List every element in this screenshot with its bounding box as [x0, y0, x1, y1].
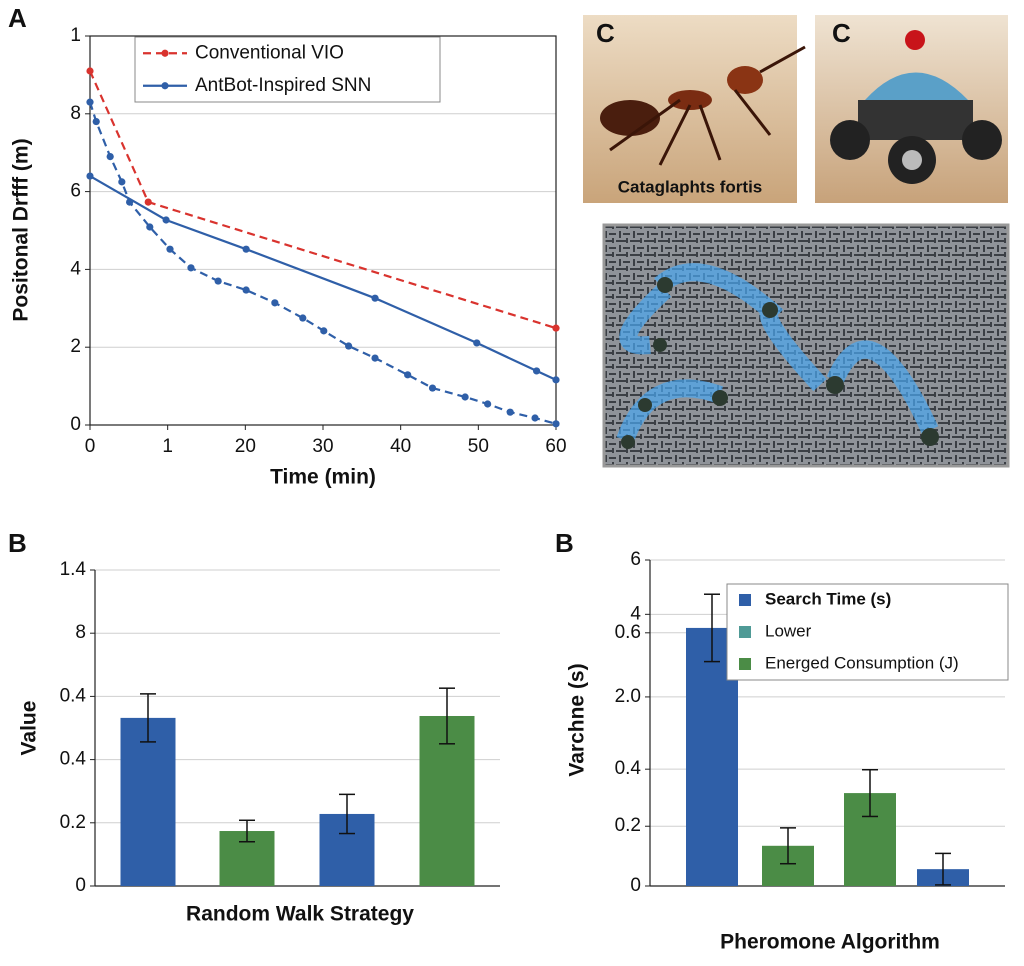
- y-tick-label: 0.2: [615, 815, 641, 836]
- series-line: [88, 101, 557, 425]
- point: [552, 420, 560, 428]
- point: [146, 223, 154, 231]
- legend-label: Lower: [765, 621, 812, 640]
- point: [162, 216, 170, 224]
- legend-marker: [161, 49, 169, 57]
- panel-letter: A: [8, 3, 27, 33]
- y-tick-label: 0.4: [60, 749, 87, 770]
- point: [532, 367, 541, 375]
- y-tick-label: 4: [630, 603, 641, 624]
- y-tick-label: 4: [70, 258, 81, 279]
- series-line: [89, 175, 557, 381]
- legend-marker: [161, 82, 169, 90]
- point: [86, 172, 94, 180]
- point: [86, 67, 94, 75]
- y-tick-label: 6: [630, 549, 641, 570]
- chart-panel: B Pheromone Algorithm Varchne (s) 0 0.2 0.4 2.…: [555, 528, 1009, 954]
- point: [92, 117, 100, 126]
- x-tick-label: 1: [162, 436, 173, 457]
- x-tick-label: 0: [85, 436, 96, 457]
- y-axis-title: Positonal Drfff (m): [10, 138, 33, 321]
- legend-swatch: [739, 658, 751, 670]
- y-tick-label: 0.4: [60, 685, 87, 706]
- point: [214, 277, 222, 285]
- legend-label: AntBot-Inspired SNN: [195, 75, 371, 96]
- point: [118, 178, 126, 186]
- y-tick-label: 1: [70, 25, 81, 46]
- point: [552, 376, 560, 384]
- y-tick-label: 0: [75, 875, 86, 896]
- y-tick-label: 0: [630, 875, 641, 896]
- y-tick-label: 6: [70, 181, 81, 202]
- point: [461, 393, 469, 401]
- point: [506, 408, 514, 416]
- point: [371, 354, 379, 362]
- y-tick-label: 0.6: [615, 622, 641, 643]
- legend-swatch: [739, 626, 751, 638]
- robot-photo: C: [815, 15, 1008, 203]
- image-label: C: [596, 18, 615, 48]
- point: [531, 414, 539, 422]
- legend-box: [726, 583, 1009, 681]
- x-tick-label: 20: [235, 436, 256, 457]
- y-axis-title: Value: [18, 701, 41, 756]
- point: [299, 314, 307, 322]
- point: [345, 342, 353, 350]
- image-caption: Cataglaphts fortis: [618, 177, 763, 196]
- legend-label: Conventional VIO: [195, 42, 344, 63]
- panel-letter: B: [555, 528, 574, 558]
- legend-box: [134, 36, 441, 103]
- y-tick-label: 0.2: [60, 812, 86, 833]
- x-tick-label: 60: [545, 436, 566, 457]
- point: [428, 384, 437, 392]
- point: [320, 327, 328, 335]
- y-tick-label: 1.4: [60, 559, 87, 580]
- panel-letter: B: [8, 528, 27, 558]
- chart-panel: B Random Walk Strategy Value 0 0.2 0.4 0.4 8 1.4: [8, 528, 500, 926]
- point: [86, 98, 94, 106]
- point: [166, 245, 174, 253]
- point: [106, 152, 114, 161]
- series-line: [88, 70, 557, 330]
- y-tick-label: 2: [70, 336, 81, 357]
- point: [484, 400, 492, 408]
- plot-frame: [89, 35, 557, 426]
- x-axis-title: Random Walk Strategy: [186, 903, 414, 926]
- x-tick-label: 30: [312, 436, 333, 457]
- x-axis-title: Time (min): [270, 466, 376, 489]
- point: [473, 339, 481, 347]
- point: [187, 264, 195, 272]
- y-tick-label: 8: [70, 103, 81, 124]
- point: [404, 371, 412, 379]
- point: [126, 198, 134, 206]
- ant-photo: C Cataglaphts fortis: [583, 15, 806, 203]
- bar: [120, 717, 176, 886]
- y-tick-label: 2.0: [615, 686, 641, 707]
- y-tick-label: 0: [70, 414, 81, 435]
- point: [242, 245, 250, 253]
- point: [242, 286, 250, 294]
- legend-label: Search Time (s): [765, 589, 891, 608]
- legend-swatch: [739, 594, 751, 606]
- point: [552, 324, 560, 332]
- point: [371, 294, 379, 302]
- y-tick-label: 0.4: [615, 758, 642, 779]
- y-axis-title: Varchne (s): [566, 663, 589, 776]
- x-tick-label: 50: [468, 436, 489, 457]
- legend-label: Energed Consumption (J): [765, 653, 959, 672]
- x-axis-title: Pheromone Algorithm: [720, 931, 940, 954]
- point: [271, 299, 279, 307]
- maze-image: [602, 223, 1010, 468]
- image-label: C: [832, 18, 851, 48]
- x-tick-label: 40: [390, 436, 411, 457]
- point: [144, 198, 152, 206]
- y-tick-label: 8: [75, 622, 86, 643]
